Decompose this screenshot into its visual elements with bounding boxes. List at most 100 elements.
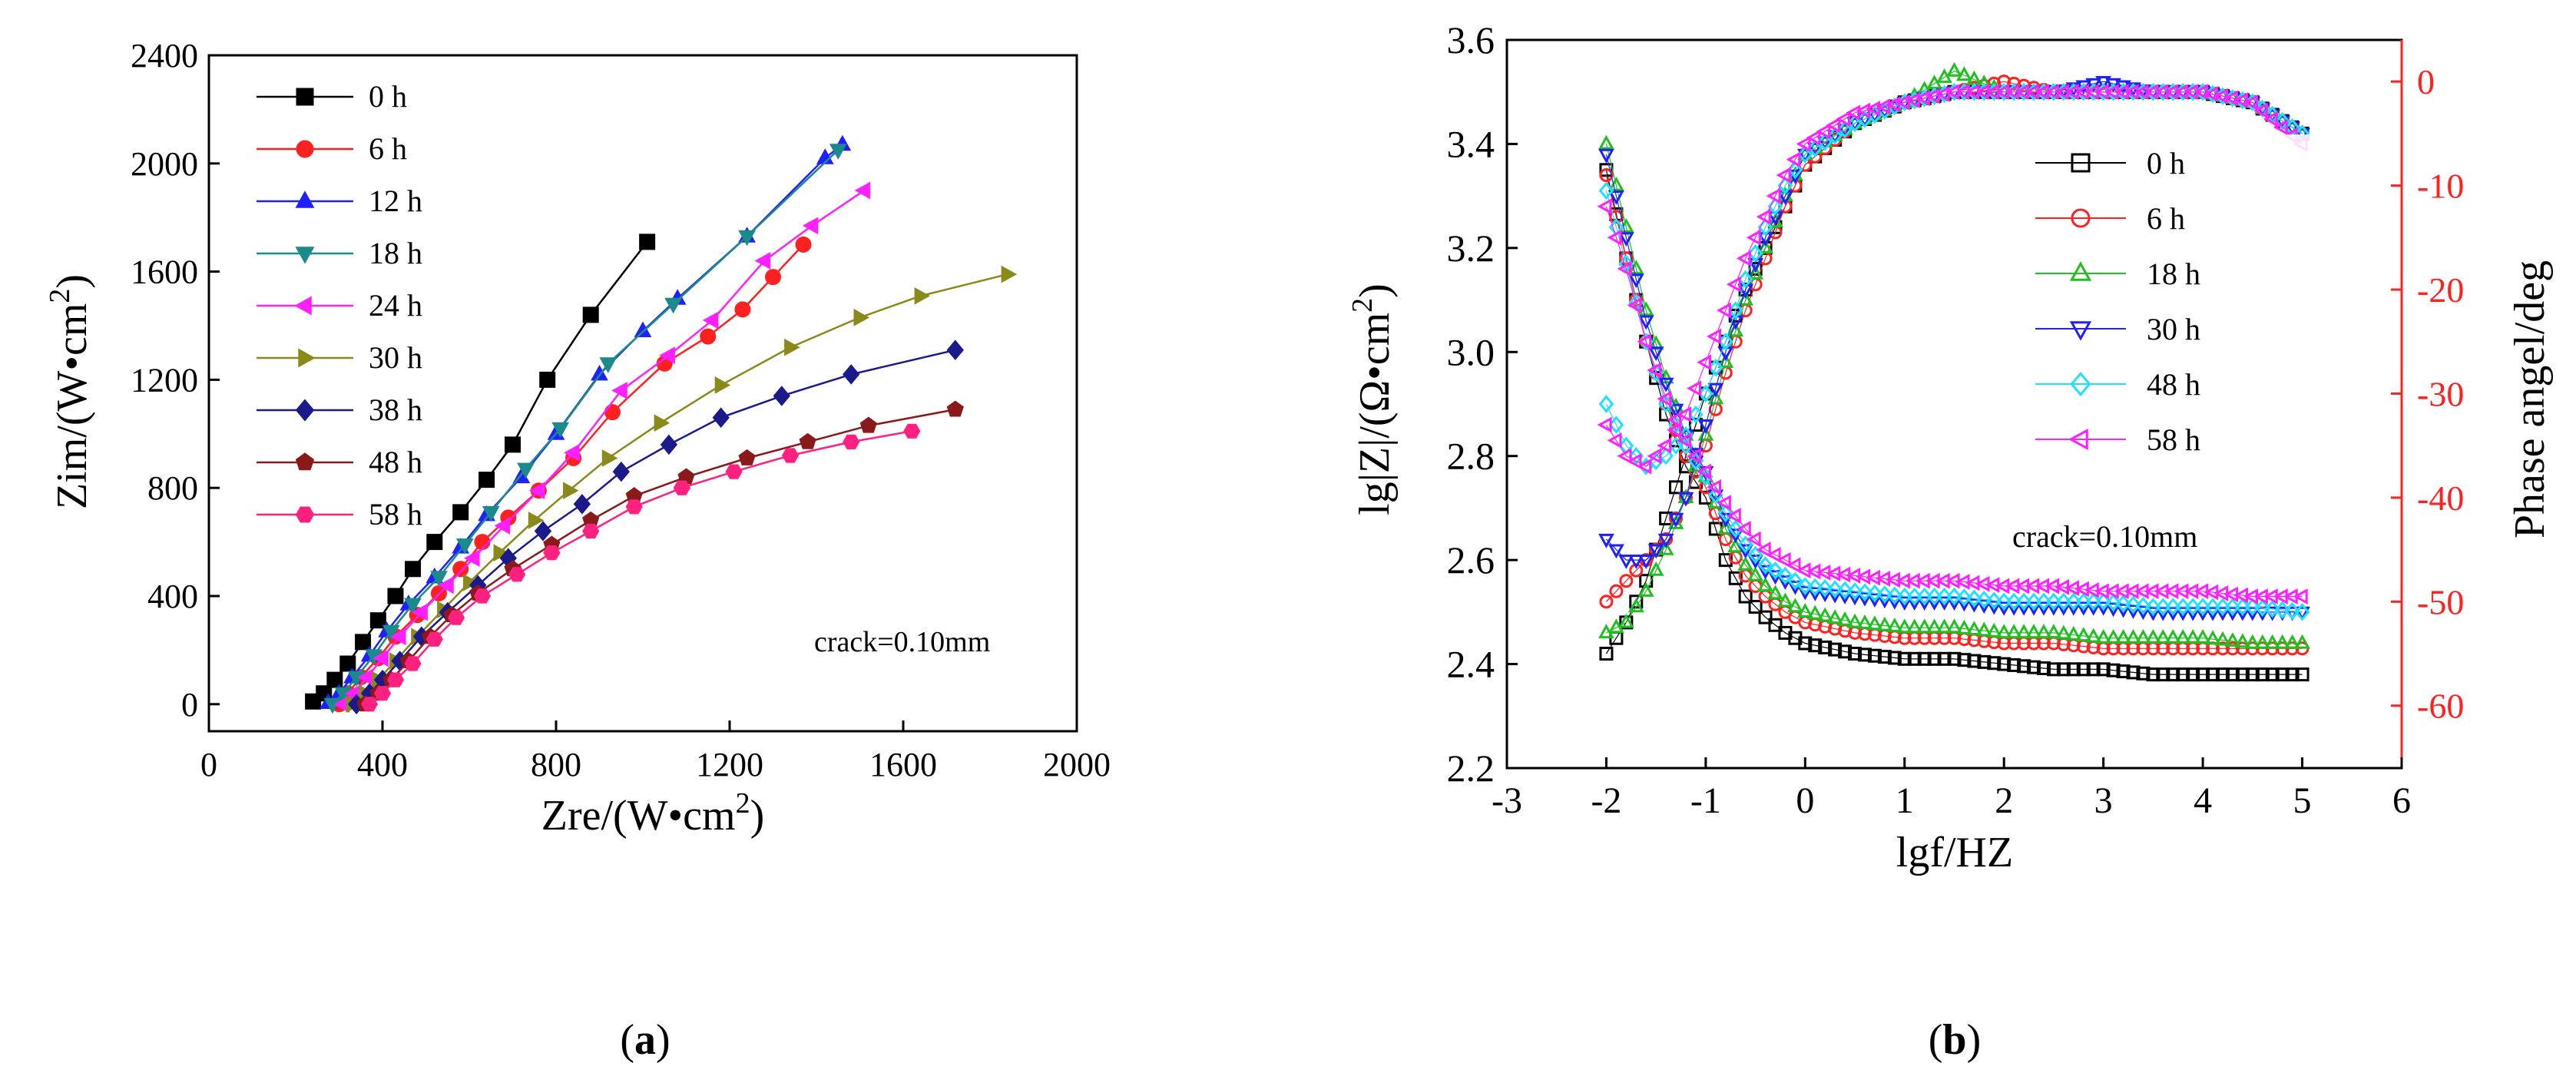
- b-phase-point: [1757, 239, 1773, 253]
- b-impedance-point: [1657, 390, 1672, 407]
- b-phase-point: [1598, 533, 1614, 548]
- b-phase-point: [1657, 540, 1674, 555]
- b-impedance-point: [2066, 592, 2081, 611]
- a-data-point: [405, 561, 422, 578]
- b-impedance-point: [2086, 662, 2101, 677]
- a-data-point: [464, 549, 480, 568]
- b-phase-point: [2095, 76, 2112, 91]
- b-phase-point: [2243, 94, 2258, 111]
- b-phase-point: [1846, 104, 1861, 121]
- b-impedance-point: [1637, 333, 1652, 350]
- b-impedance-point: [1598, 181, 1614, 200]
- a-legend-label: 18 h: [369, 236, 422, 270]
- b-impedance-point: [2224, 632, 2241, 647]
- b-impedance-point: [1637, 315, 1654, 330]
- b-ytick-label: 3.0: [1447, 330, 1495, 373]
- b-impedance-point: [2214, 631, 2231, 646]
- b-impedance-point: [1607, 229, 1622, 246]
- b-impedance-point: [1738, 589, 1753, 604]
- a-legend: 0 h 6 h 12 h 18 h 24 h 30 h 38 h 48 h 58 h: [257, 79, 422, 532]
- b-impedance-point: [1597, 198, 1612, 215]
- a-data-point: [664, 297, 682, 314]
- a-data-point: [591, 364, 608, 381]
- b-impedance-point: [1627, 273, 1644, 289]
- a-legend-marker: [295, 190, 315, 208]
- b-phase-point: [1637, 581, 1654, 597]
- b-impedance-point: [2095, 592, 2111, 611]
- b-impedance-point: [2005, 601, 2022, 616]
- b-xtick-label: 0: [1796, 780, 1814, 821]
- panel-a: 0 400 800 1200 1600 2000 0 400 800 1200 1600 2000 24…: [44, 37, 1111, 1064]
- b-phase-point: [2194, 84, 2209, 101]
- a-xtick-label: 0: [200, 746, 217, 783]
- b-impedance-point: [2125, 604, 2141, 619]
- b-phase-point: [1657, 533, 1674, 548]
- a-data-point: [625, 499, 643, 515]
- b-phase-point: [1766, 187, 1781, 204]
- b-legend-label: 48 h: [2147, 367, 2200, 402]
- b-impedance-point: [2125, 629, 2141, 644]
- b-impedance-point: [1975, 621, 1992, 637]
- b-impedance-point: [2274, 601, 2290, 619]
- b-ytick-label: 2.6: [1447, 538, 1495, 581]
- b-legend: 0 h 6 h 18 h 30 h 48 h 58 h: [2028, 134, 2319, 495]
- a-data-point: [843, 364, 860, 385]
- b-impedance-point: [2015, 624, 2032, 639]
- b-impedance-point: [1796, 585, 1813, 601]
- b-impedance-point: [1887, 651, 1902, 665]
- b-impedance-point: [1817, 578, 1833, 598]
- a-legend-label: 0 h: [369, 79, 407, 114]
- a-panel-label: (a): [620, 1016, 670, 1064]
- b-impedance-point: [1936, 618, 1952, 634]
- a-data-point: [654, 414, 670, 432]
- b-impedance-point: [2194, 606, 2211, 621]
- b-impedance-point: [1876, 616, 1893, 631]
- a-series-18h: [323, 144, 847, 714]
- b-impedance-point: [2154, 628, 2171, 644]
- b-impedance-point: [1647, 346, 1664, 362]
- b-phase-point: [1816, 123, 1831, 140]
- a-data-point: [754, 252, 771, 270]
- b-legend-marker: [2070, 371, 2091, 397]
- b-impedance-point: [1826, 588, 1843, 604]
- b-impedance-point: [1846, 613, 1863, 628]
- b-impedance-point: [2025, 601, 2042, 616]
- b-impedance-point: [1786, 598, 1803, 613]
- b-impedance-point: [1647, 362, 1662, 379]
- a-data-point: [659, 346, 675, 365]
- b-impedance-point: [1886, 618, 1903, 632]
- b-impedance-point: [2206, 667, 2220, 682]
- b-impedance-point: [2186, 667, 2200, 682]
- a-data-point: [387, 588, 404, 604]
- b-impedance-point: [2216, 641, 2230, 656]
- a-data-point: [573, 494, 591, 515]
- a-data-point: [1001, 265, 1018, 283]
- a-data-point: [829, 144, 847, 160]
- a-data-point: [700, 328, 717, 345]
- b-impedance-point: [2294, 603, 2310, 621]
- a-data-point: [478, 472, 495, 489]
- b-impedance-point: [1946, 618, 1962, 634]
- b-phase-point: [1677, 406, 1692, 422]
- b-impedance-point: [2046, 662, 2061, 677]
- b-phase-point: [1836, 111, 1851, 128]
- b-impedance-point: [2005, 624, 2022, 639]
- b-y2tick-label: -50: [2417, 582, 2464, 621]
- b-impedance-point: [2145, 598, 2161, 616]
- b-impedance-point: [1747, 545, 1763, 565]
- b-phase-point: [1668, 436, 1684, 455]
- b-phase-point: [1617, 555, 1634, 569]
- b-impedance-point: [1867, 584, 1882, 603]
- b-phase-point: [1697, 426, 1714, 441]
- b-impedance-point: [2085, 601, 2102, 616]
- a-data-point: [494, 517, 511, 535]
- a-data-point: [702, 311, 719, 330]
- b-impedance-point: [1956, 588, 1972, 607]
- b-impedance-point: [2294, 634, 2310, 649]
- b-phase-point: [1627, 598, 1644, 613]
- a-ytick-label: 1600: [131, 253, 198, 291]
- b-xtick-label: 1: [1896, 780, 1914, 821]
- b-impedance-point: [1876, 594, 1893, 609]
- b-impedance-point: [1687, 448, 1702, 465]
- b-impedance-point: [1768, 618, 1783, 632]
